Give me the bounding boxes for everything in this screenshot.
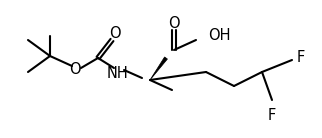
Text: O: O [69,63,81,78]
Text: F: F [268,108,276,123]
Text: F: F [297,50,305,64]
Polygon shape [150,57,167,80]
Text: NH: NH [107,67,129,82]
Text: OH: OH [208,29,231,43]
Text: O: O [109,26,121,42]
Text: O: O [168,17,180,31]
